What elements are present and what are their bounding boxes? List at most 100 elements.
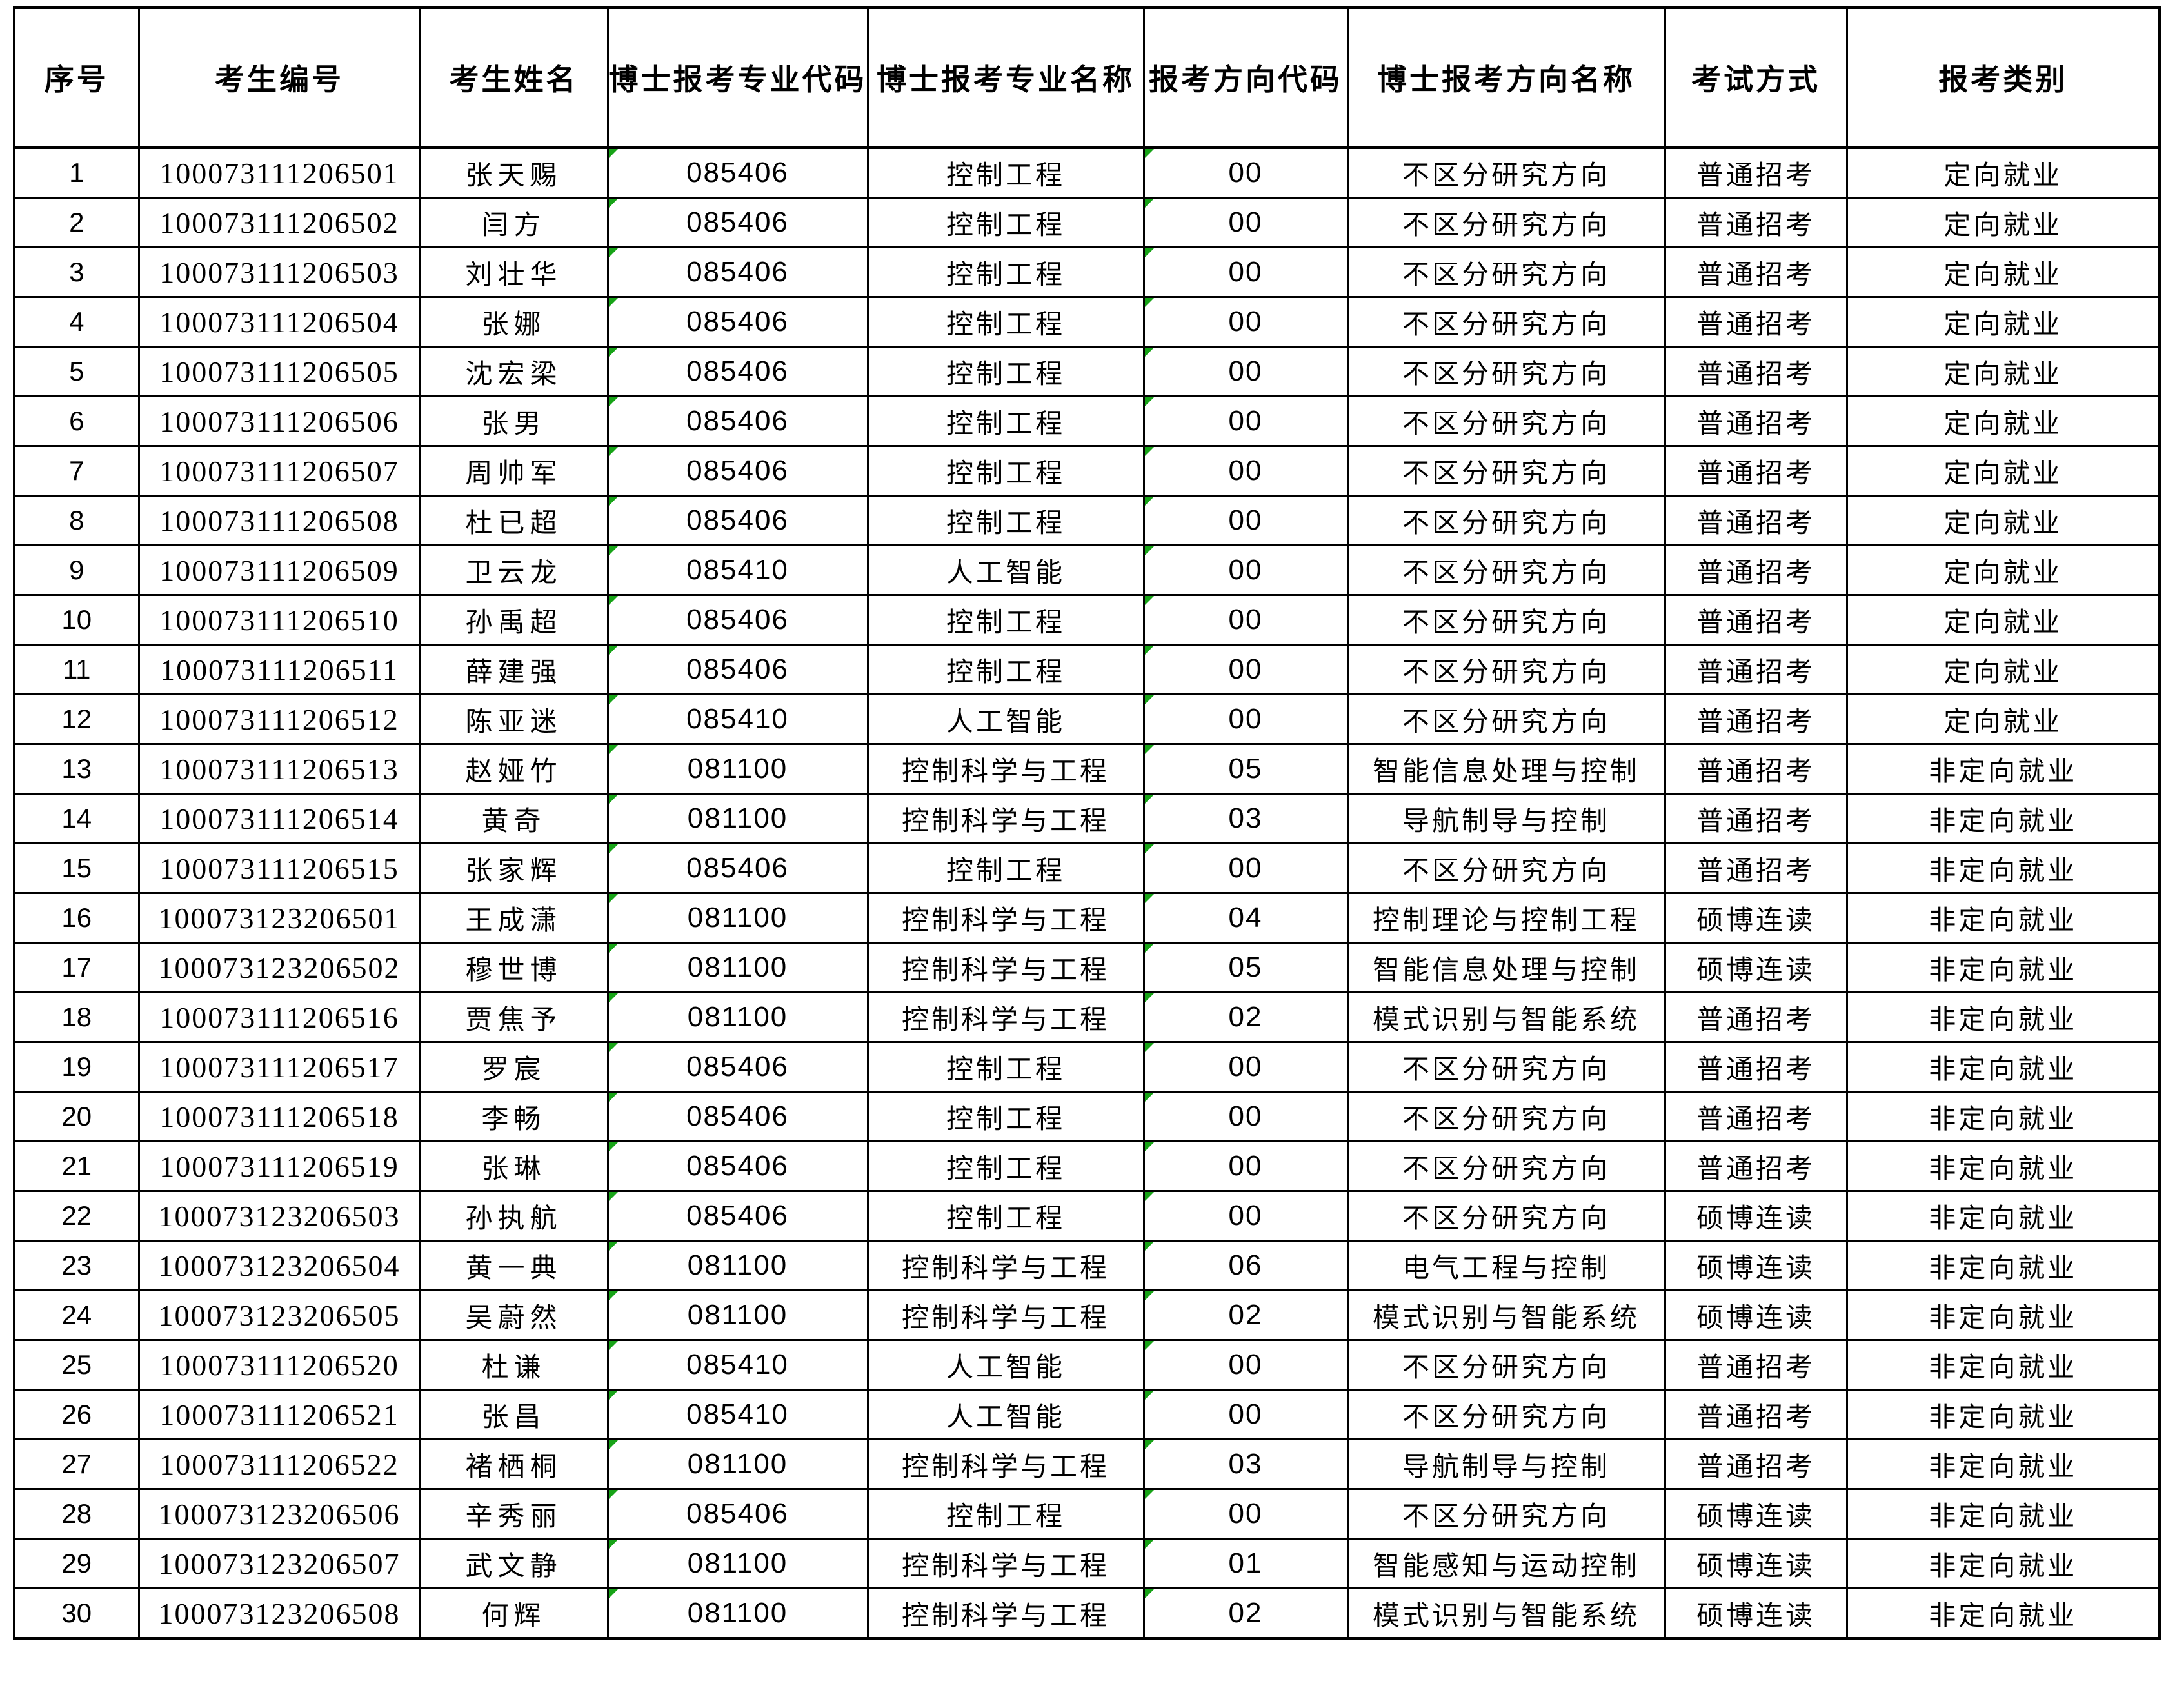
cell-seq: 21: [13, 1140, 140, 1192]
text-format-flag-icon: [610, 547, 618, 555]
table-row: 28 100073123206506 辛秀丽 085406 控制工程 00 不区分研究方向 硕…: [13, 1488, 2161, 1540]
cell-text: 控制科学与工程: [901, 1551, 1109, 1582]
text-format-flag-icon: [610, 845, 618, 853]
table-row: 23 100073123206504 黄一典 081100 控制科学与工程 06 电气工程与…: [13, 1240, 2161, 1291]
cell-seq: 2: [13, 197, 140, 248]
cell-text: 普通招考: [1696, 210, 1815, 241]
cell-text: 穆世博: [465, 955, 562, 986]
cell-text: 27: [61, 1449, 92, 1479]
cell-text: 人工智能: [946, 707, 1065, 737]
cell-text: 非定向就业: [1929, 955, 2078, 986]
cell-exam-method: 普通招考: [1664, 395, 1848, 447]
table-row: 9 100073111206509 卫云龙 085410 人工智能 00 不区分研究方向 普通…: [13, 544, 2161, 596]
cell-text: 00: [1228, 1398, 1263, 1430]
cell-name: 杜谦: [419, 1339, 609, 1391]
text-format-flag-icon: [1146, 994, 1154, 1002]
cell-text: 02: [1228, 1299, 1263, 1331]
cell-text: 不区分研究方向: [1402, 608, 1610, 638]
cell-text: 100073111206503: [159, 255, 399, 289]
cell-direction-name: 模式识别与智能系统: [1346, 1289, 1666, 1341]
cell-text: 智能感知与运动控制: [1372, 1551, 1640, 1582]
text-format-flag-icon: [1146, 696, 1154, 704]
cell-name: 赵娅竹: [419, 743, 609, 795]
cell-text: 控制工程: [946, 459, 1065, 489]
cell-text: 085406: [686, 306, 789, 337]
cell-text: 081100: [687, 1249, 788, 1281]
table-row: 29 100073123206507 武文静 081100 控制科学与工程 01 智能感知与…: [13, 1538, 2161, 1589]
text-format-flag-icon: [1146, 746, 1154, 754]
cell-text: 非定向就业: [1929, 1154, 2078, 1184]
cell-text: 00: [1228, 504, 1263, 536]
cell-direction-name: 不区分研究方向: [1346, 693, 1666, 745]
cell-name: 王成潇: [419, 892, 609, 944]
cell-text: 00: [1228, 1051, 1263, 1082]
cell-text: 100073123206506: [158, 1497, 401, 1531]
cell-major-name: 控制科学与工程: [866, 1240, 1145, 1291]
cell-candidate-id: 100073111206512: [137, 693, 421, 745]
text-format-flag-icon: [610, 1044, 618, 1052]
cell-text: 非定向就业: [1929, 1253, 2078, 1284]
cell-seq: 20: [13, 1091, 140, 1142]
cell-text: 黄奇: [481, 806, 546, 837]
cell-exam-method: 普通招考: [1664, 594, 1848, 646]
cell-seq: 1: [13, 146, 140, 199]
cell-text: 03: [1228, 1448, 1263, 1480]
text-format-flag-icon: [1146, 944, 1154, 953]
header-candidate-id: 考生编号: [137, 6, 421, 149]
cell-seq: 6: [13, 395, 140, 447]
cell-major-code: 085406: [606, 1041, 869, 1093]
cell-text: 吴蔚然: [465, 1303, 562, 1333]
text-format-flag-icon: [610, 696, 618, 704]
cell-category: 非定向就业: [1845, 1587, 2161, 1640]
cell-major-name: 控制科学与工程: [866, 991, 1145, 1043]
cell-text: 孙执航: [465, 1204, 562, 1234]
cell-direction-name: 智能信息处理与控制: [1346, 942, 1666, 993]
cell-category: 定向就业: [1845, 246, 2161, 298]
cell-major-name: 控制工程: [866, 1041, 1145, 1093]
cell-text: 081100: [687, 1547, 788, 1579]
cell-text: 硕博连读: [1696, 1601, 1815, 1631]
cell-text: 28: [61, 1498, 92, 1529]
text-format-flag-icon: [610, 1391, 618, 1400]
cell-text: 褚栖桐: [465, 1452, 562, 1482]
cell-exam-method: 普通招考: [1664, 1389, 1848, 1440]
cell-direction-code: 00: [1142, 644, 1349, 695]
cell-name: 张家辉: [419, 842, 609, 894]
cell-text: 30: [61, 1598, 92, 1628]
text-format-flag-icon: [610, 944, 618, 953]
cell-text: 辛秀丽: [465, 1502, 562, 1532]
table-row: 16 100073123206501 王成潇 081100 控制科学与工程 04 控制理论与…: [13, 892, 2161, 944]
cell-text: 张琳: [481, 1154, 546, 1184]
cell-text: 100073111206505: [159, 355, 399, 388]
text-format-flag-icon: [1146, 547, 1154, 555]
cell-direction-name: 智能感知与运动控制: [1346, 1538, 1666, 1589]
cell-text: 电气工程与控制: [1402, 1253, 1610, 1284]
table-row: 20 100073111206518 李畅 085406 控制工程 00 不区分研究方向 普通…: [13, 1091, 2161, 1142]
cell-text: 不区分研究方向: [1402, 210, 1610, 241]
cell-text: 1: [69, 157, 84, 188]
cell-text: 闫方: [481, 210, 546, 241]
text-format-flag-icon: [1146, 1292, 1154, 1300]
cell-text: 贾焦予: [465, 1005, 562, 1035]
cell-text: 085406: [686, 653, 789, 685]
cell-text: 05: [1228, 753, 1263, 784]
table-row: 5 100073111206505 沈宏梁 085406 控制工程 00 不区分研究方向 普通…: [13, 346, 2161, 397]
cell-major-code: 081100: [606, 991, 869, 1043]
cell-direction-name: 控制理论与控制工程: [1346, 892, 1666, 944]
cell-major-code: 085410: [606, 1389, 869, 1440]
cell-major-name: 控制工程: [866, 146, 1145, 199]
cell-major-code: 085406: [606, 842, 869, 894]
cell-name: 卫云龙: [419, 544, 609, 596]
cell-text: 控制科学与工程: [901, 1005, 1109, 1035]
cell-text: 00: [1228, 1498, 1263, 1529]
cell-exam-method: 普通招考: [1664, 197, 1848, 248]
cell-category: 非定向就业: [1845, 793, 2161, 844]
table-row: 17 100073123206502 穆世博 081100 控制科学与工程 05 智能信息处…: [13, 942, 2161, 993]
cell-seq: 25: [13, 1339, 140, 1391]
cell-text: 100073111206501: [159, 156, 399, 190]
cell-text: 100073111206515: [159, 851, 399, 885]
cell-text: 孙禹超: [465, 608, 562, 638]
cell-text: 控制工程: [946, 409, 1065, 439]
cell-name: 穆世博: [419, 942, 609, 993]
cell-category: 非定向就业: [1845, 1488, 2161, 1540]
